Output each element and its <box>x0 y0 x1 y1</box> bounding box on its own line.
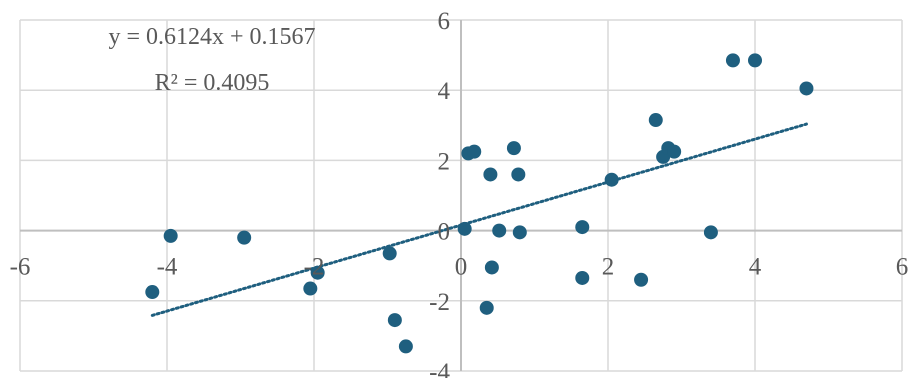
data-point <box>604 172 619 187</box>
data-point <box>382 246 397 261</box>
data-point <box>511 167 526 182</box>
data-point <box>703 225 718 240</box>
data-point <box>575 270 590 285</box>
x-tick-label: -2 <box>304 254 325 281</box>
y-tick-label: -4 <box>429 359 450 378</box>
x-tick-label: 4 <box>749 254 762 281</box>
x-tick-label: -6 <box>10 254 31 281</box>
data-point <box>648 113 663 128</box>
data-point <box>506 141 521 156</box>
data-point <box>467 144 482 159</box>
trendline-equation: y = 0.6124x + 0.1567 <box>108 24 315 50</box>
data-point <box>512 225 527 240</box>
y-tick-label: 4 <box>438 78 451 105</box>
x-tick-label: 2 <box>602 254 615 281</box>
data-point <box>387 313 402 328</box>
data-point <box>145 285 160 300</box>
data-point <box>483 167 498 182</box>
data-point <box>492 223 507 238</box>
r-squared-value: R² = 0.4095 <box>155 70 270 96</box>
data-point <box>575 220 590 235</box>
data-point <box>310 265 325 280</box>
x-tick-label: 0 <box>455 254 468 281</box>
data-point <box>398 339 413 354</box>
data-point <box>237 230 252 245</box>
data-points <box>145 53 814 354</box>
data-point <box>457 221 472 236</box>
x-tick-label: 6 <box>896 254 909 281</box>
trendline <box>150 122 808 317</box>
data-point <box>799 81 814 96</box>
data-point <box>303 281 318 296</box>
y-tick-label: 6 <box>438 8 451 35</box>
data-point <box>667 144 682 159</box>
data-point <box>634 272 649 287</box>
data-point <box>484 260 499 275</box>
data-point <box>725 53 740 68</box>
data-point <box>479 300 494 315</box>
y-tick-label: 0 <box>438 219 451 246</box>
data-point <box>163 228 178 243</box>
y-tick-label: 2 <box>438 148 451 175</box>
data-point <box>748 53 762 68</box>
x-tick-label: -4 <box>157 254 178 281</box>
y-tick-label: -2 <box>429 289 450 316</box>
trendline-layer <box>150 122 808 317</box>
